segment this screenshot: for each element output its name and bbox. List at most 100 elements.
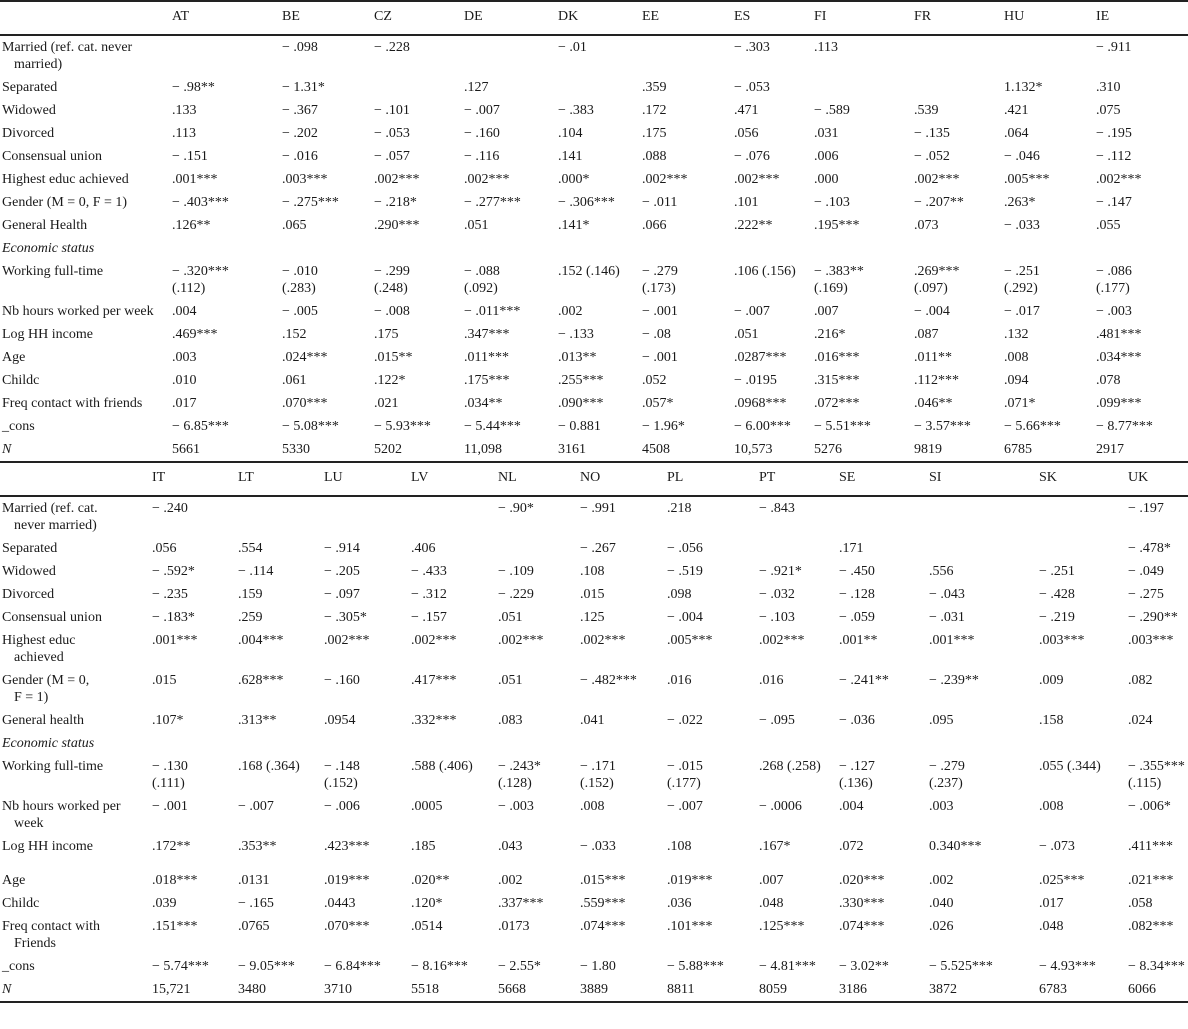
cell-es: .051 (734, 327, 759, 342)
row-label-text: Highest educ (2, 633, 76, 648)
table-row: Highest educ achieved .001*** .004*** .002**… (0, 629, 1188, 669)
cell-ie: − 8.77*** (1096, 419, 1153, 434)
cell-cz: .015** (374, 350, 413, 365)
cell-cz: − 5.93*** (374, 419, 431, 434)
cell-sk: − .251 (1039, 564, 1075, 579)
cell-ee (642, 35, 734, 76)
row-label-text: General Health (2, 218, 88, 233)
cell-lv: .588 (.406) (411, 759, 473, 774)
cell-lt: .0131 (238, 873, 270, 888)
cell-pt: − .843 (759, 501, 795, 516)
table-row: Childc .010 .061 .122* .175*** .255*** .052 − .… (0, 369, 1188, 392)
cell-es: .101 (734, 195, 759, 210)
cell-uk: − .290** (1128, 610, 1178, 625)
cell-lt: .004*** (238, 633, 284, 648)
table-panel-1: AT BE CZ DE DK EE ES FI FR HU IE Married (ref. cat… (0, 2, 1188, 461)
row-label: Separated (0, 76, 172, 99)
table-row: Gender (M = 0, F = 1) − .403*** − .275*** −… (0, 191, 1188, 214)
cell-lu: .423*** (324, 839, 370, 854)
table-row: Separated − .98** − 1.31* .127 .359 − .053 1.1… (0, 76, 1188, 99)
cell-be: − .275*** (282, 195, 339, 210)
cell-lu: − .097 (324, 587, 360, 602)
cell-uk: − .197 (1128, 501, 1164, 516)
row-label: Consensual union (0, 145, 172, 168)
cell-es: .106 (.156) (734, 264, 796, 279)
row-label-text: Childc (2, 373, 40, 388)
row-label-text: Log HH income (2, 327, 93, 342)
cell-no: − .991 (580, 501, 616, 516)
cell-hu: .421 (1004, 103, 1029, 118)
row-label-text: Widowed (2, 564, 56, 579)
cell-sk: − .428 (1039, 587, 1075, 602)
cell-sk: .003*** (1039, 633, 1085, 648)
cell-pl: .016 (667, 673, 692, 688)
cell-it: 15,721 (152, 982, 191, 997)
cell-pt: 8059 (759, 982, 787, 997)
cell-fr (914, 76, 1004, 99)
cell-lu: 3710 (324, 982, 352, 997)
cell-be: − .016 (282, 149, 318, 164)
cell-de: − .160 (464, 126, 500, 141)
cell-lt: − .114 (238, 564, 274, 579)
cell-sk: 6783 (1039, 982, 1067, 997)
cell-cz: .122* (374, 373, 406, 388)
table-row: Widowed .133 − .367 − .101 − .007 − .383 .172.… (0, 99, 1188, 122)
cell-cz (374, 76, 464, 99)
cell-es: − .303 (734, 40, 770, 55)
cell-lv: .0005 (411, 799, 443, 814)
cell-de: − .011*** (464, 304, 521, 319)
row-label: Working full-time (0, 755, 152, 795)
row-label: Age (0, 869, 152, 892)
cell-de: .002*** (464, 172, 510, 187)
cell-si: .040 (929, 896, 954, 911)
cell-hu: .263* (1004, 195, 1036, 210)
row-label: Freq contact with Friends (0, 915, 152, 955)
cell-at: − .403*** (172, 195, 229, 210)
cell-lt: − .165 (238, 896, 274, 911)
cell-pt: .125*** (759, 919, 805, 934)
cell-uk: 6066 (1128, 982, 1156, 997)
column-header-lu: LU (324, 463, 411, 497)
cell-no: − .267 (580, 541, 616, 556)
cell-no: .041 (580, 713, 605, 728)
cell-at: 5661 (172, 442, 200, 457)
cell-hu: 6785 (1004, 442, 1032, 457)
cell-no: − 1.80 (580, 959, 616, 974)
row-label-text: Economic status (2, 736, 95, 751)
table-row: General Health .126** .065 .290*** .051 .141*… (0, 214, 1188, 237)
column-header-lt: LT (238, 463, 324, 497)
cell-fr: − .207** (914, 195, 964, 210)
table-row: Widowed − .592* − .114 − .205 − .433 − .109 .1… (0, 560, 1188, 583)
row-label-text: Age (2, 350, 26, 365)
cell-sk: .017 (1039, 896, 1064, 911)
cell-ie: − .003 (1096, 304, 1132, 319)
cell-uk: − .275 (1128, 587, 1164, 602)
cell-dk (558, 76, 642, 99)
regression-table-panel-2: IT LT LU LV NL NO PL PT SE SI SK UK Married (ref. c… (0, 461, 1188, 1003)
cell-pl: .108 (667, 839, 692, 854)
cell-ie: .075 (1096, 103, 1121, 118)
cell-ie: .078 (1096, 373, 1121, 388)
cell-ie: − .086 (.177) (1096, 264, 1132, 296)
table-row: _cons − 5.74*** − 9.05*** − 6.84*** − 8.16**… (0, 955, 1188, 978)
cell-cz: − .101 (374, 103, 410, 118)
cell-lv: .332*** (411, 713, 457, 728)
column-header-ee: EE (642, 2, 734, 36)
cell-lu: − .914 (324, 541, 360, 556)
cell-no: − .033 (580, 839, 616, 854)
cell-hu: − .046 (1004, 149, 1040, 164)
cell-es: − 6.00*** (734, 419, 791, 434)
cell-be: − .005 (282, 304, 318, 319)
cell-at: .113 (172, 126, 196, 141)
cell-nl: .051 (498, 610, 523, 625)
table-row: _cons − 6.85*** − 5.08*** − 5.93*** − 5.44**… (0, 415, 1188, 438)
cell-be: 5330 (282, 442, 310, 457)
cell-fr: .046** (914, 396, 953, 411)
cell-ee: − 1.96* (642, 419, 685, 434)
cell-se: .004 (839, 799, 864, 814)
cell-sk: − 4.93*** (1039, 959, 1096, 974)
cell-de: .051 (464, 218, 489, 233)
cell-dk: − .306*** (558, 195, 615, 210)
cell-lu: .0443 (324, 896, 356, 911)
cell-lt: 3480 (238, 982, 266, 997)
